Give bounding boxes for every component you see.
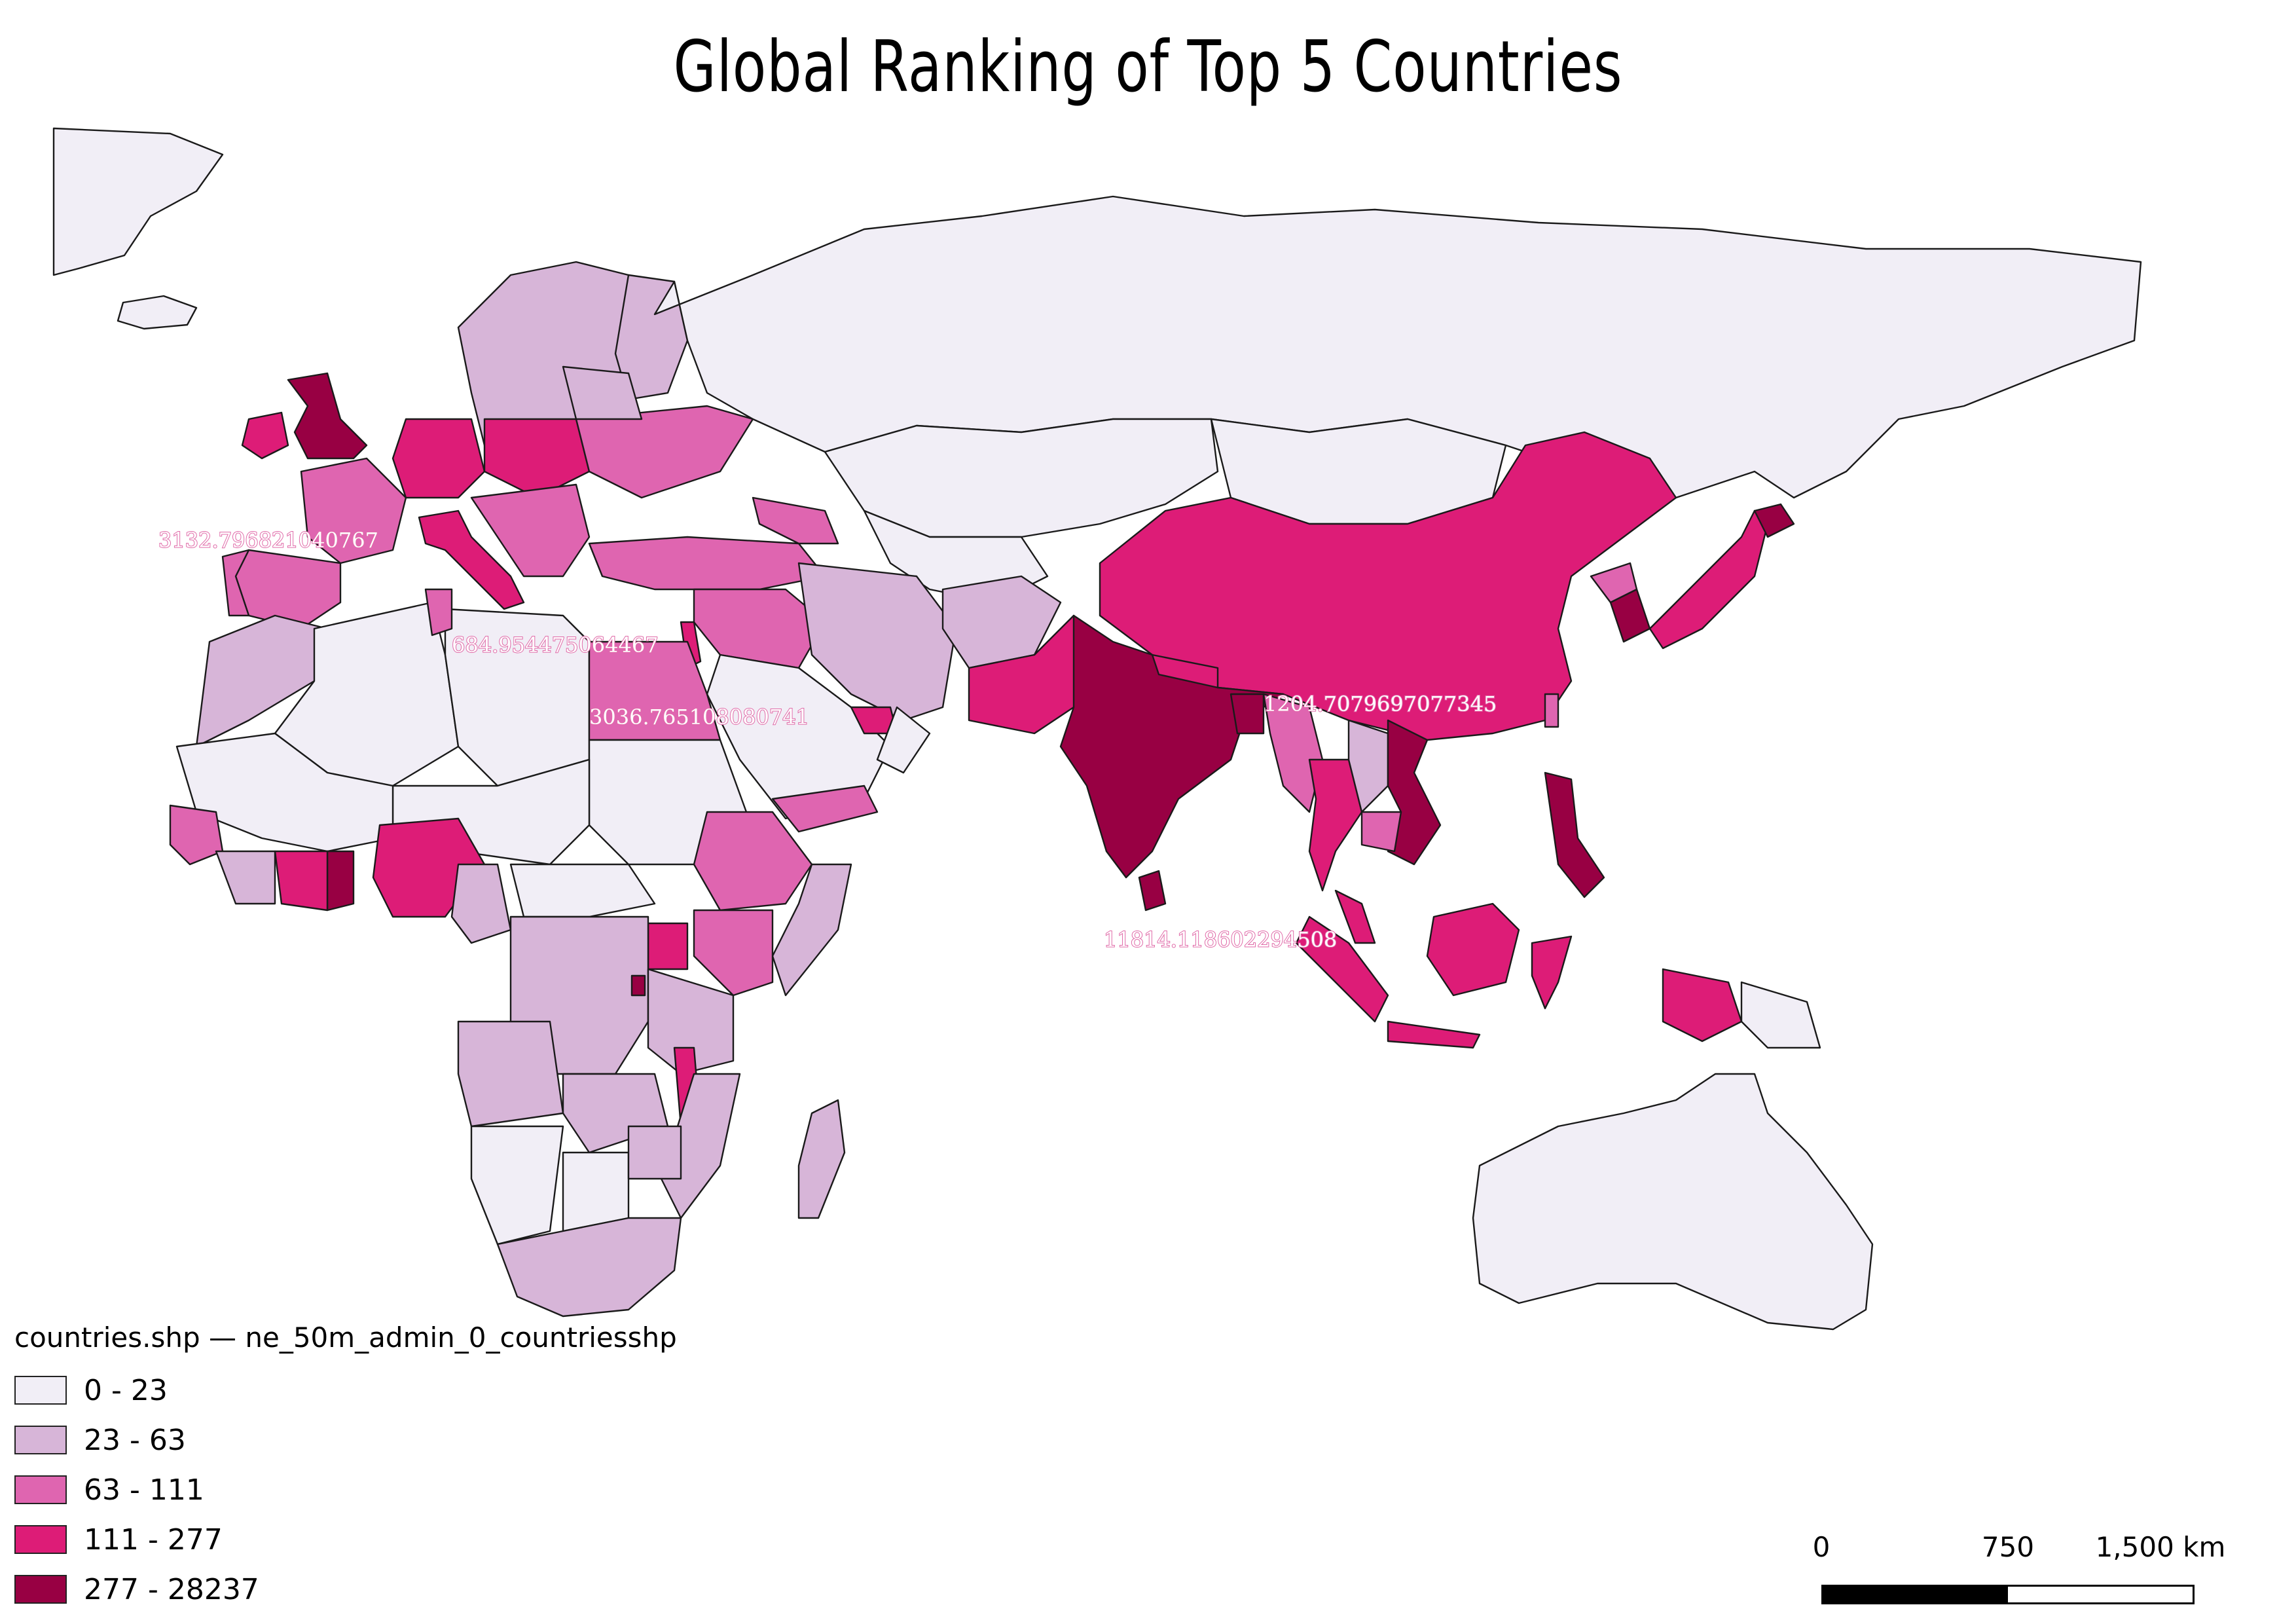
country-uk xyxy=(287,372,368,460)
scale-tick-1500: 1,500 km xyxy=(2095,1531,2226,1563)
countries-layer xyxy=(52,127,2142,1331)
value-label-israel: 684.954475064467 xyxy=(452,633,659,657)
country-philippines xyxy=(1544,771,1605,898)
legend: countries.shp — ne_50m_admin_0_countries… xyxy=(14,1321,677,1614)
legend-row: 0 - 23 xyxy=(14,1365,677,1415)
value-labels-layer: 3132.796821040767 684.954475064467 3036.… xyxy=(158,527,1497,953)
country-ireland xyxy=(241,411,289,460)
country-tanzania xyxy=(647,968,735,1075)
country-ukraine xyxy=(575,405,754,499)
legend-row: 23 - 63 xyxy=(14,1415,677,1465)
legend-label: 0 - 23 xyxy=(84,1373,168,1407)
legend-label: 111 - 277 xyxy=(84,1522,223,1557)
country-west-africa-coast xyxy=(215,850,276,905)
country-ethiopia xyxy=(693,811,813,912)
country-caucasus xyxy=(752,496,839,545)
scale-tick-750: 750 xyxy=(1981,1531,2035,1563)
value-label-spain: 3132.796821040767 xyxy=(158,528,378,553)
country-borneo xyxy=(1426,902,1520,997)
country-japan xyxy=(1649,509,1769,650)
country-central-africa xyxy=(509,863,656,918)
country-sulawesi xyxy=(1531,935,1573,1010)
country-cameroon xyxy=(450,863,512,944)
country-namibia xyxy=(470,1125,564,1246)
country-vietnam xyxy=(1387,719,1442,866)
country-south-africa xyxy=(496,1217,682,1318)
value-label-india: 11814.118602294508 xyxy=(1104,927,1337,952)
country-egypt xyxy=(588,640,721,741)
legend-swatch xyxy=(14,1575,67,1604)
country-uganda xyxy=(647,922,689,970)
country-france xyxy=(300,457,407,564)
country-iran xyxy=(797,562,957,722)
scale-tick-0: 0 xyxy=(1812,1531,1831,1563)
legend-swatch xyxy=(14,1376,67,1405)
country-java xyxy=(1387,1020,1481,1049)
value-label-vietnam: 1204.7079697077345 xyxy=(1264,692,1497,716)
country-italy xyxy=(418,509,525,610)
country-kenya xyxy=(693,909,774,997)
legend-row: 63 - 111 xyxy=(14,1465,677,1515)
legend-title: countries.shp — ne_50m_admin_0_countries… xyxy=(14,1321,677,1354)
legend-label: 23 - 63 xyxy=(84,1423,186,1457)
legend-rows: 0 - 23 23 - 63 63 - 111 111 - 277 277 - … xyxy=(14,1365,677,1614)
country-poland xyxy=(483,418,591,499)
country-cambodia xyxy=(1360,811,1402,853)
legend-label: 277 - 28237 xyxy=(84,1572,259,1606)
country-laos xyxy=(1347,719,1389,813)
country-papua-indonesia xyxy=(1662,968,1743,1043)
country-iceland xyxy=(117,295,198,330)
country-australia xyxy=(1472,1073,1874,1331)
country-baltics xyxy=(562,365,643,420)
country-balkans xyxy=(470,483,591,578)
country-greenland xyxy=(52,127,224,276)
country-turkey xyxy=(588,536,826,591)
country-rwanda xyxy=(630,974,646,997)
legend-row: 111 - 277 xyxy=(14,1515,677,1564)
country-germany xyxy=(392,418,486,499)
country-somalia xyxy=(771,863,852,997)
country-sumatra xyxy=(1295,915,1389,1023)
country-hokkaido xyxy=(1753,503,1795,538)
value-label-egypt: 3036.765108080741 xyxy=(589,705,809,729)
country-sri-lanka xyxy=(1138,870,1167,912)
scale-segment-empty xyxy=(2008,1587,2193,1602)
country-portugal xyxy=(221,549,250,617)
country-png xyxy=(1740,981,1821,1049)
country-taiwan xyxy=(1544,693,1559,728)
country-malaysia xyxy=(1334,889,1376,944)
country-myanmar xyxy=(1262,693,1324,813)
legend-swatch xyxy=(14,1475,67,1504)
country-ghana xyxy=(326,850,355,912)
scale-bar: 0 750 1,500 km xyxy=(1794,1531,2225,1610)
country-zimbabwe xyxy=(627,1125,682,1180)
country-oman xyxy=(876,706,931,774)
scale-bar-graphic xyxy=(1821,1585,2195,1604)
country-tunisia xyxy=(424,588,453,637)
country-nepal xyxy=(1151,654,1219,689)
country-senegal-guinea xyxy=(169,804,224,866)
country-angola xyxy=(457,1020,564,1128)
country-madagascar xyxy=(797,1099,846,1219)
map-title: Global Ranking of Top 5 Countries xyxy=(673,26,1623,108)
country-ivory-coast xyxy=(274,850,329,912)
country-spain xyxy=(234,549,342,630)
country-bangladesh xyxy=(1230,693,1265,735)
legend-swatch xyxy=(14,1426,67,1454)
legend-label: 63 - 111 xyxy=(84,1473,204,1507)
legend-row: 277 - 28237 xyxy=(14,1564,677,1614)
country-yemen xyxy=(771,784,879,833)
legend-swatch xyxy=(14,1525,67,1554)
scale-segment-filled xyxy=(1823,1587,2008,1602)
